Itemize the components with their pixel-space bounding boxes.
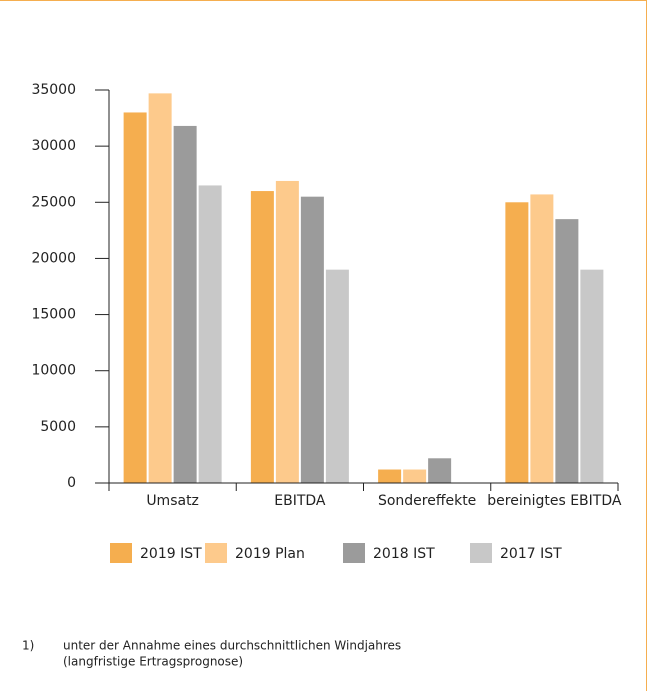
bar: [300, 196, 324, 483]
legend-label: 2019 IST: [140, 546, 202, 562]
bar: [123, 112, 147, 483]
bar: [198, 185, 222, 483]
bar: [378, 469, 402, 483]
footnote-line: (langfristige Ertragsprognose): [63, 655, 243, 669]
bar: [148, 93, 172, 484]
bar: [580, 269, 604, 483]
legend-swatch: [205, 543, 227, 563]
y-tick-label: 30000: [31, 138, 76, 154]
legend-swatch: [343, 543, 365, 563]
x-tick-label: EBITDA: [274, 493, 326, 509]
y-tick-label: 20000: [31, 250, 76, 266]
bar: [530, 194, 554, 483]
bar: [173, 125, 197, 483]
legend-swatch: [470, 543, 492, 563]
x-tick-label: Sondereffekte: [378, 493, 476, 509]
y-tick-label: 35000: [31, 82, 76, 98]
y-tick-label: 5000: [40, 419, 76, 435]
footnote-marker: 1): [22, 639, 34, 653]
legend-label: 2018 IST: [373, 546, 435, 562]
bar: [250, 191, 274, 484]
x-tick-label: Umsatz: [146, 493, 199, 509]
footnote-line: unter der Annahme eines durchschnittlich…: [63, 639, 401, 653]
bar: [403, 469, 427, 483]
legend-label: 2019 Plan: [235, 546, 305, 562]
bar: [505, 202, 529, 484]
y-tick-label: 0: [67, 475, 76, 491]
legend-label: 2017 IST: [500, 546, 562, 562]
y-tick-label: 25000: [31, 194, 76, 210]
bar: [428, 458, 452, 483]
bar: [325, 269, 349, 483]
y-tick-label: 15000: [31, 307, 76, 323]
x-tick-label: bereinigtes EBITDA: [487, 493, 622, 509]
bar: [555, 219, 579, 483]
y-tick-label: 10000: [31, 363, 76, 379]
legend-swatch: [110, 543, 132, 563]
bar: [275, 180, 299, 484]
